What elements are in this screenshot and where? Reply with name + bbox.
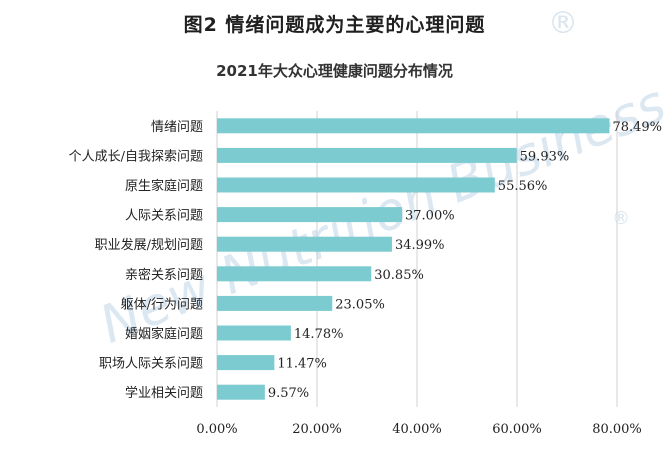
value-label: 34.99% [395, 238, 445, 253]
category-label: 原生家庭问题 [125, 178, 203, 194]
value-label: 14.78% [294, 327, 344, 342]
bar [217, 118, 610, 134]
bar [217, 236, 392, 252]
x-tick-label: 80.00% [592, 422, 642, 437]
value-label: 37.00% [405, 209, 455, 224]
value-label: 78.49% [612, 120, 662, 135]
bar [217, 355, 275, 371]
value-label: 23.05% [335, 297, 385, 312]
category-label: 情绪问题 [151, 120, 203, 135]
category-label: 婚姻家庭问题 [125, 326, 203, 342]
chart-title: 2021年大众心理健康问题分布情况 [216, 62, 453, 80]
bar [217, 325, 291, 341]
category-label: 躯体/行为问题 [121, 296, 203, 312]
category-label: 学业相关问题 [125, 385, 203, 401]
category-label: 个人成长/自我探索问题 [69, 149, 203, 164]
watermark-registered-icon: ® [548, 6, 578, 41]
figure-title: 图2 情绪问题成为主要的心理问题 [183, 14, 486, 36]
value-label: 11.47% [277, 357, 327, 372]
category-label: 职业发展/规划问题 [95, 237, 203, 253]
bar [217, 295, 333, 311]
bar [217, 207, 402, 223]
x-tick-label: 40.00% [392, 422, 442, 437]
value-label: 59.93% [520, 149, 570, 164]
value-label: 9.57% [268, 386, 309, 401]
value-label: 55.56% [498, 179, 548, 194]
x-tick-label: 60.00% [492, 422, 542, 437]
category-label: 人际关系问题 [125, 209, 203, 224]
bar [217, 266, 372, 282]
category-label: 职场人际关系问题 [99, 357, 203, 372]
x-tick-label: 0.00% [196, 422, 237, 437]
x-tick-label: 20.00% [292, 422, 342, 437]
value-label: 30.85% [374, 268, 424, 283]
category-label: 亲密关系问题 [125, 267, 203, 283]
bar [217, 147, 517, 163]
bar [217, 177, 495, 193]
bar [217, 384, 265, 400]
